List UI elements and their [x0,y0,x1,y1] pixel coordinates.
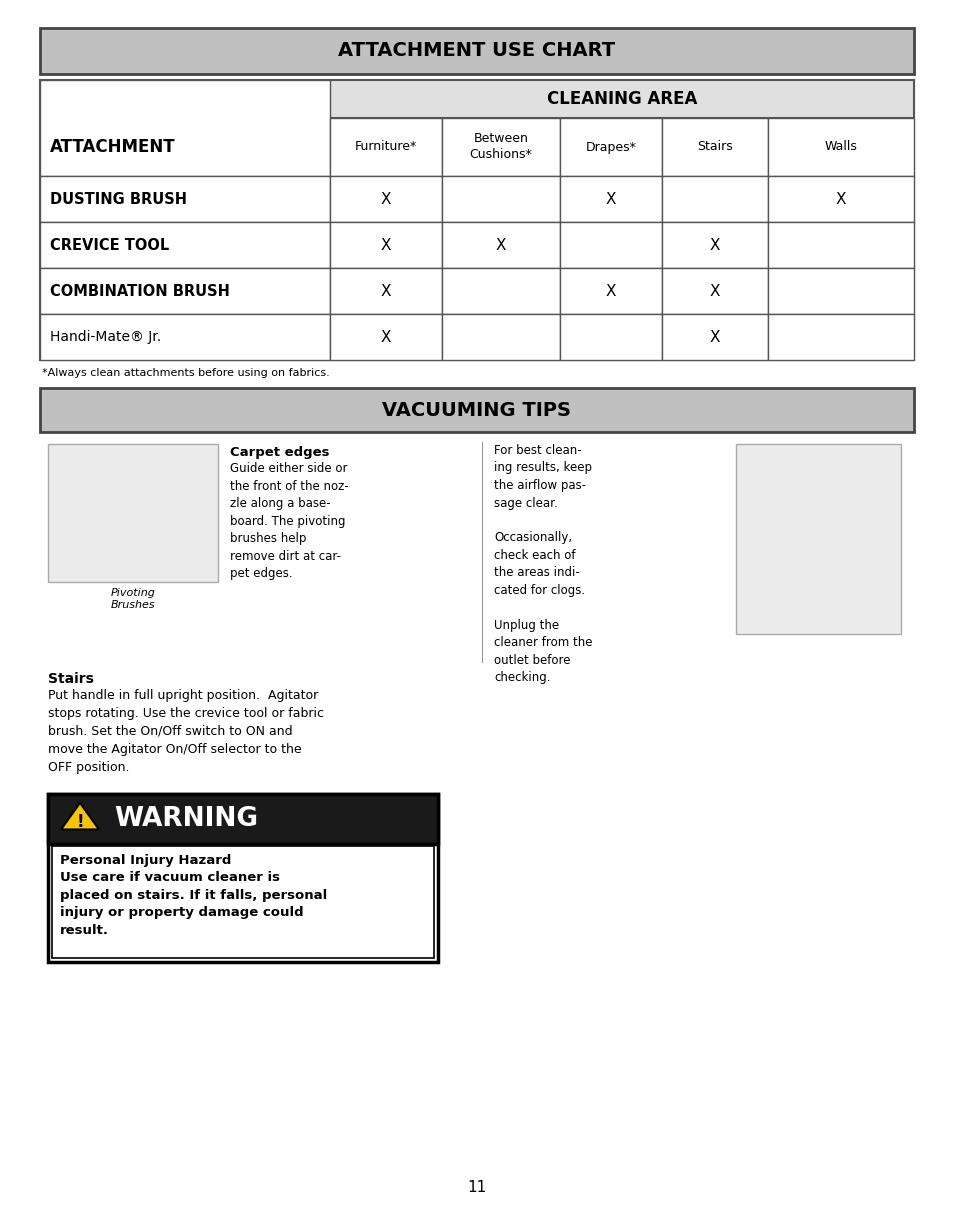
Bar [48,793,437,962]
Bar [441,222,559,269]
Bar [559,313,661,360]
Bar [559,118,661,176]
Bar [40,388,913,433]
Text: Carpet edges: Carpet edges [230,446,329,459]
Bar [330,118,441,176]
Text: DUSTING BRUSH: DUSTING BRUSH [50,192,187,207]
Text: CREVICE TOOL: CREVICE TOOL [50,237,169,253]
Bar [559,176,661,222]
Bar [52,846,434,957]
Bar [330,222,441,269]
Text: Furniture*: Furniture* [355,141,416,153]
Bar [661,176,767,222]
Text: X: X [605,192,616,207]
Bar [767,222,913,269]
Text: For best clean-
ing results, keep
the airflow pas-
sage clear.

Occasionally,
ch: For best clean- ing results, keep the ai… [494,443,592,684]
Text: X: X [380,237,391,253]
Bar [48,793,437,844]
Bar [767,176,913,222]
Text: ATTACHMENT: ATTACHMENT [50,139,175,156]
Bar [330,269,441,313]
Text: X: X [709,329,720,345]
Text: Between
Cushions*: Between Cushions* [469,132,532,162]
Text: CLEANING AREA: CLEANING AREA [546,90,697,108]
Bar [661,313,767,360]
Polygon shape [61,803,99,830]
Bar [40,176,330,222]
Text: 11: 11 [467,1181,486,1196]
Bar [767,118,913,176]
Text: COMBINATION BRUSH: COMBINATION BRUSH [50,283,230,299]
Bar [40,222,330,269]
Bar [330,176,441,222]
Bar [441,176,559,222]
Bar [735,443,900,634]
Text: *Always clean attachments before using on fabrics.: *Always clean attachments before using o… [42,368,330,378]
Bar [40,313,330,360]
Text: X: X [496,237,506,253]
Bar [441,313,559,360]
Text: Put handle in full upright position.  Agitator
stops rotating. Use the crevice t: Put handle in full upright position. Agi… [48,689,324,774]
Text: Guide either side or
the front of the noz-
zle along a base-
board. The pivoting: Guide either side or the front of the no… [230,462,349,580]
Text: Use care if vacuum cleaner is
placed on stairs. If it falls, personal
injury or : Use care if vacuum cleaner is placed on … [60,871,327,937]
Bar [330,80,913,118]
Bar [559,222,661,269]
Text: X: X [380,283,391,299]
Text: Walls: Walls [823,141,857,153]
Bar [40,80,913,360]
Bar [661,222,767,269]
Bar [40,269,330,313]
Bar [441,269,559,313]
Text: VACUUMING TIPS: VACUUMING TIPS [382,401,571,419]
Bar [767,313,913,360]
Bar [441,118,559,176]
Text: ATTACHMENT USE CHART: ATTACHMENT USE CHART [338,41,615,61]
Text: Personal Injury Hazard: Personal Injury Hazard [60,854,232,868]
Bar [48,443,218,582]
Text: Stairs: Stairs [48,672,93,686]
Text: X: X [835,192,845,207]
Text: WARNING: WARNING [113,806,258,832]
Text: Drapes*: Drapes* [585,141,636,153]
Text: Handi-Mate® Jr.: Handi-Mate® Jr. [50,330,161,344]
Text: Stairs: Stairs [697,141,732,153]
Text: X: X [605,283,616,299]
Bar [661,118,767,176]
Bar [559,269,661,313]
Text: !: ! [76,813,84,831]
Text: Pivoting
Brushes: Pivoting Brushes [111,588,155,610]
Text: X: X [709,237,720,253]
Text: X: X [380,192,391,207]
Bar [330,313,441,360]
Text: X: X [380,329,391,345]
Bar [767,269,913,313]
Text: X: X [709,283,720,299]
Bar [40,80,330,176]
Bar [661,269,767,313]
Bar [40,28,913,74]
